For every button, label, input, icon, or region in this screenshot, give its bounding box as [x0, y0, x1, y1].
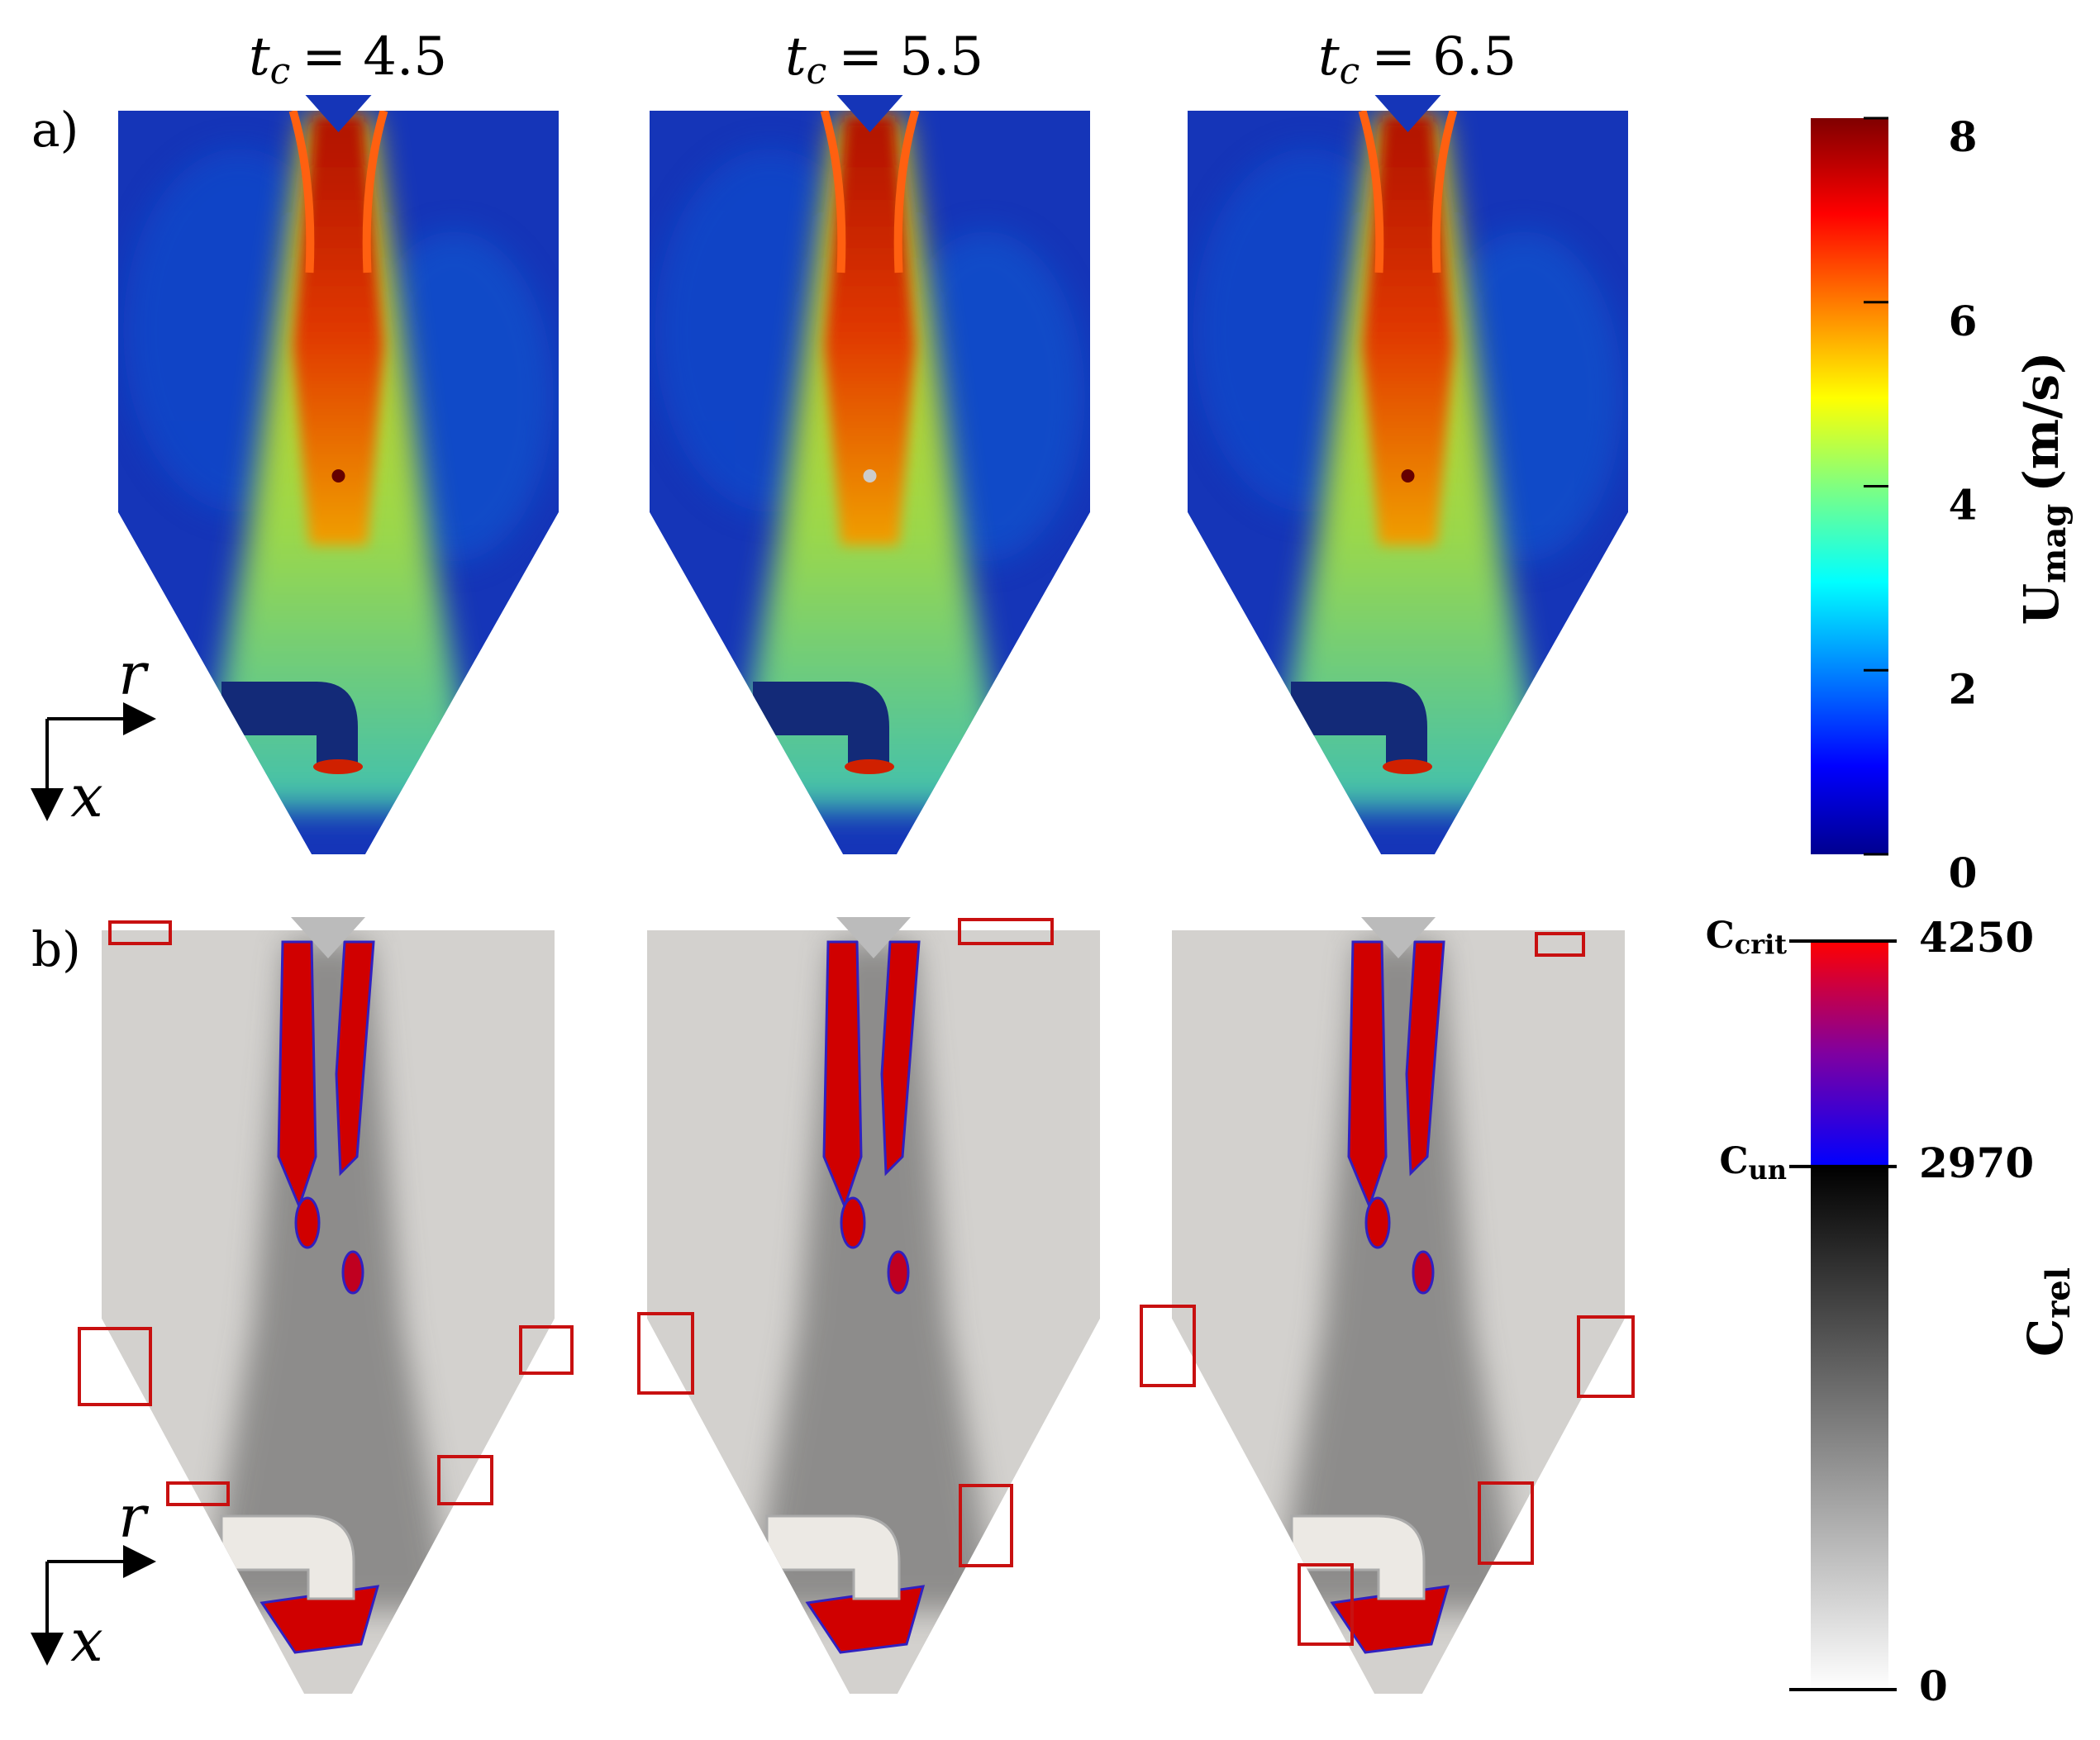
- tick-label: 2: [1949, 664, 1978, 713]
- tick-label: 6: [1949, 297, 1978, 345]
- highlight-box: [958, 918, 1054, 945]
- inlet-nozzle: [836, 917, 911, 958]
- red-region: [294, 1196, 321, 1249]
- highlight-box: [519, 1325, 574, 1375]
- marker-symbol: C: [1719, 1139, 1748, 1181]
- red-region: [277, 940, 317, 1210]
- tick-label: 4: [1949, 481, 1978, 530]
- particle: [331, 469, 345, 483]
- highlight-box: [1535, 932, 1585, 957]
- pipe: [221, 682, 358, 764]
- silo-panels: [78, 95, 1635, 1694]
- pipe: [1290, 1514, 1426, 1600]
- tick-label: 0: [1919, 1662, 1948, 1710]
- highlight-box: [1478, 1481, 1534, 1565]
- time-titles: tc = 4.5 tc = 5.5 tc = 6.5: [249, 26, 1517, 93]
- highlight-box: [637, 1312, 694, 1395]
- pipe: [1291, 682, 1427, 764]
- dark-plume: [204, 942, 452, 1611]
- red-region: [341, 1250, 364, 1295]
- highlight-box: [1298, 1563, 1354, 1646]
- red-region: [822, 940, 863, 1210]
- tick-label: 8: [1949, 112, 1978, 161]
- pipe: [220, 1514, 355, 1600]
- inlet-nozzle: [291, 917, 365, 958]
- nozzle-wall: [1358, 111, 1458, 273]
- inlet-nozzle: [1374, 95, 1441, 132]
- panel-label: b): [31, 921, 81, 977]
- highlight-box: [1577, 1315, 1635, 1398]
- pipe: [765, 1514, 901, 1600]
- red-region: [1412, 1250, 1435, 1295]
- highlight-box: [1140, 1305, 1196, 1387]
- particle: [1401, 469, 1415, 483]
- time-title: tc = 4.5: [249, 26, 447, 93]
- highlight-box: [437, 1455, 493, 1505]
- marker-subscript: crit: [1735, 929, 1788, 960]
- red-region: [840, 1196, 866, 1249]
- marker-label: Ccrit: [1706, 915, 1788, 960]
- red-region: [880, 940, 921, 1177]
- outlet: [845, 759, 894, 774]
- inlet-nozzle: [305, 95, 372, 132]
- plume-core: [1362, 116, 1454, 545]
- outlet: [1383, 759, 1432, 774]
- particle: [863, 469, 877, 483]
- time-title: tc = 5.5: [785, 26, 983, 93]
- tick-label: 2970: [1919, 1139, 2034, 1187]
- axis-label: r: [118, 1483, 149, 1551]
- plume-core: [293, 116, 384, 545]
- colorbar: [1811, 941, 1888, 1690]
- inlet-nozzle: [836, 95, 903, 132]
- axis-label: x: [70, 1607, 102, 1675]
- marker-label: Cun: [1719, 1139, 1787, 1185]
- red-region: [1364, 1196, 1391, 1249]
- marker-symbol: C: [1706, 915, 1735, 957]
- colorbar-label: Umag(m/s): [2013, 352, 2074, 625]
- highlight-box: [166, 1481, 230, 1506]
- plume-core: [824, 116, 916, 545]
- tick-label: 0: [1949, 849, 1978, 897]
- panel-label: a): [31, 102, 79, 158]
- colorbar-label: Crel: [2017, 1267, 2078, 1357]
- nozzle-wall: [820, 111, 920, 273]
- dark-plume: [1274, 942, 1522, 1611]
- time-title: tc = 6.5: [1318, 26, 1517, 93]
- dark-plume: [750, 942, 998, 1611]
- red-region: [1347, 940, 1388, 1210]
- pipe: [753, 682, 889, 764]
- marker-subscript: un: [1748, 1153, 1787, 1185]
- red-region: [887, 1250, 910, 1295]
- red-region: [1405, 940, 1445, 1177]
- red-region: [335, 940, 375, 1177]
- outlet: [313, 759, 363, 774]
- inlet-nozzle: [1361, 917, 1436, 958]
- tick-label: 4250: [1919, 913, 2034, 962]
- nozzle-wall: [288, 111, 388, 273]
- axis-label: r: [118, 640, 149, 708]
- axis-label: x: [70, 763, 102, 830]
- concentration-panel: [102, 930, 555, 1694]
- concentration-panel: [1172, 930, 1625, 1694]
- concentration-panel: [647, 930, 1100, 1694]
- highlight-box: [78, 1327, 152, 1406]
- axes-indicator: r x r x: [31, 640, 156, 1675]
- highlight-box: [959, 1484, 1013, 1567]
- highlight-box: [108, 920, 172, 945]
